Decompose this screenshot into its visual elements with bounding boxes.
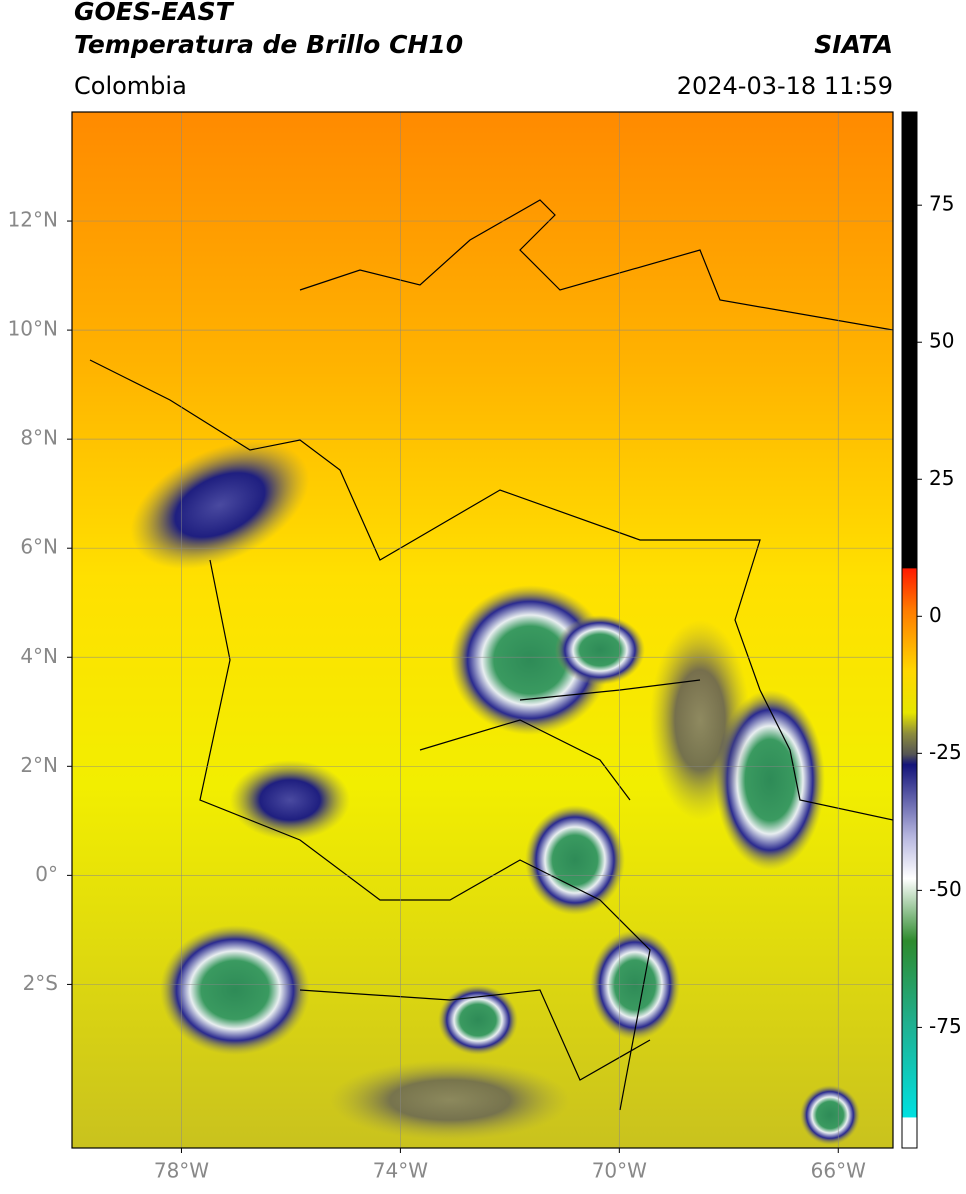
y-tick-label: 2°N (20, 753, 58, 777)
datetime: 2024-03-18 11:59 (677, 72, 893, 100)
y-tick-label: 12°N (8, 208, 58, 232)
colorbar (901, 111, 918, 1149)
colorbar-tick-label: 50 (929, 329, 954, 353)
title: GOES-EAST (74, 0, 235, 26)
y-tick-label: 10°N (8, 317, 58, 341)
x-tick-label: 70°W (592, 1159, 647, 1183)
y-tick-label: 4°N (20, 644, 58, 668)
x-tick-label: 74°W (373, 1159, 428, 1183)
x-tick-label: 66°W (811, 1159, 866, 1183)
map-frame (71, 111, 894, 1149)
x-tick-label: 78°W (154, 1159, 209, 1183)
colorbar-tick-label: -50 (929, 877, 962, 901)
y-tick-label: 0° (35, 862, 58, 886)
subtitle: Temperatura de Brillo CH10 (74, 30, 463, 59)
satellite-image (72, 112, 893, 1148)
colorbar-tick-label: -25 (929, 740, 962, 764)
colorbar-tick-label: 25 (929, 466, 954, 490)
colorbar-tick-label: 0 (929, 603, 942, 627)
colorbar-tick-label: -75 (929, 1014, 962, 1038)
y-tick-label: 8°N (20, 426, 58, 450)
y-tick-label: 6°N (20, 535, 58, 559)
y-tick-label: 2°S (23, 971, 58, 995)
source: SIATA (814, 30, 893, 59)
colorbar-tick-label: 75 (929, 192, 954, 216)
region: Colombia (74, 72, 187, 100)
